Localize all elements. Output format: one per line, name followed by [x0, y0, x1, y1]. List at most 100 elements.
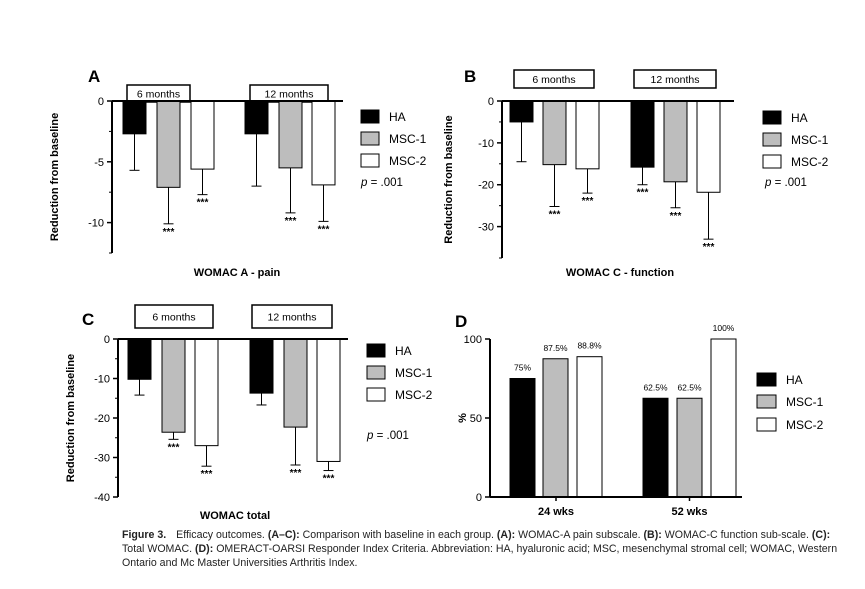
x-axis-label: WOMAC A - pain [194, 267, 281, 279]
legend-swatch-msc2 [762, 154, 782, 169]
y-tick-label: 0 [98, 96, 104, 108]
p-symbol: p [764, 177, 775, 189]
bar-msc1 [283, 338, 308, 428]
x-tick-label: 52 wks [671, 506, 707, 518]
y-tick-label: -20 [94, 413, 110, 425]
bar-msc1 [542, 100, 567, 166]
legend-swatch-msc1 [360, 131, 380, 146]
significance-mark: *** [323, 474, 335, 485]
y-tick-label: -30 [478, 222, 494, 234]
y-tick-label: -30 [94, 453, 110, 465]
group-label: 6 months [137, 89, 180, 101]
bar-ha [642, 397, 669, 498]
panel-letter: A [88, 67, 100, 86]
group-label-box [134, 304, 214, 329]
legend-swatch-msc1 [366, 365, 386, 380]
caption-figure-number: Figure 3. [122, 529, 167, 541]
y-tick-label: 0 [104, 334, 110, 346]
legend-label-msc2: MSC-2 [389, 154, 427, 168]
caption-a-label: (A): [496, 529, 516, 541]
significance-mark: *** [168, 442, 180, 453]
bar-ha [509, 378, 536, 498]
data-label: 75% [514, 363, 531, 373]
y-tick-label: -40 [94, 492, 110, 504]
x-axis-label: WOMAC C - function [566, 267, 674, 279]
legend-label-ha: HA [786, 373, 803, 387]
bar-ha [249, 338, 274, 394]
legend-swatch-msc2 [366, 387, 386, 402]
y-tick-label: -20 [478, 180, 494, 192]
group-label: 6 months [532, 74, 575, 86]
data-label: 62.5% [643, 382, 668, 392]
significance-mark: *** [703, 242, 715, 253]
group-label: 6 months [152, 312, 195, 324]
y-axis-label: % [457, 413, 469, 423]
legend-swatch-ha [360, 109, 380, 124]
data-label: 87.5% [543, 343, 568, 353]
bar-msc2 [190, 100, 215, 170]
panel-letter: D [455, 312, 467, 331]
legend-swatch-ha [762, 110, 782, 125]
p-value-text: = .001 [775, 177, 807, 189]
bar-ha [244, 100, 269, 135]
p-symbol: p [360, 177, 371, 189]
p-value: p = .001 [764, 177, 807, 189]
bar-msc1 [161, 338, 186, 433]
caption-a-text: WOMAC-A pain subscale. [518, 529, 641, 541]
bar-msc2 [575, 100, 600, 170]
y-tick-label: -10 [88, 218, 104, 230]
bar-ha [122, 100, 147, 135]
legend-swatch-msc1 [756, 394, 777, 409]
caption-b-text: WOMAC-C function sub-scale. [664, 529, 809, 541]
caption-d-label: (D): [195, 543, 214, 555]
data-label: 62.5% [677, 382, 702, 392]
y-tick-label: 100 [464, 334, 482, 346]
legend-swatch-ha [366, 343, 386, 358]
panel-d: D 75% 62.5% 87.5% 62.5% 88.8% 100% 0 50 100 24 wks… [455, 312, 824, 518]
bar-msc1 [676, 397, 703, 498]
panel-c: C 6 months 12 months *** *** *** *** 0 -10 -20 -30… [65, 304, 433, 522]
bar-msc1 [542, 358, 569, 498]
caption-d-text: OMERACT-OARSI Responder Index Criteria. … [122, 543, 838, 569]
caption-c-label: (C): [811, 529, 831, 541]
p-value-text: = .001 [371, 177, 403, 189]
caption-ac-text: Comparison with baseline in each group. [302, 529, 494, 541]
legend-label-msc2: MSC-2 [786, 418, 824, 432]
y-tick-label: 0 [488, 96, 494, 108]
panel-letter: C [82, 310, 94, 329]
legend-swatch-msc2 [360, 153, 380, 168]
group-label-box [633, 69, 717, 89]
bar-msc2 [710, 338, 737, 498]
group-label-box [513, 69, 595, 89]
bar-msc2 [311, 100, 336, 186]
x-axis-label: WOMAC total [200, 510, 270, 522]
significance-mark: *** [637, 188, 649, 199]
bar-msc1 [156, 100, 181, 188]
significance-mark: *** [318, 224, 330, 235]
legend-swatch-msc2 [756, 417, 777, 432]
significance-mark: *** [163, 227, 175, 238]
y-axis-label: Reduction from baseline [65, 354, 77, 482]
bar-ha [127, 338, 152, 380]
bar-msc1 [663, 100, 688, 183]
bar-msc1 [278, 100, 303, 169]
bar-msc2 [316, 338, 341, 462]
significance-mark: *** [670, 211, 682, 222]
y-tick-label: 50 [470, 413, 482, 425]
group-label-box [251, 304, 333, 329]
group-label: 12 months [650, 74, 699, 86]
figure-caption: Figure 3. Efficacy outcomes. (A–C): Compa… [122, 528, 844, 570]
p-value: p = .001 [366, 430, 409, 442]
legend-swatch-ha [756, 372, 777, 387]
data-label: 100% [713, 323, 735, 333]
y-axis-label: Reduction from baseline [443, 115, 455, 243]
legend-label-ha: HA [395, 344, 412, 358]
legend-label-ha: HA [791, 111, 808, 125]
data-label: 88.8% [577, 341, 602, 351]
legend-label-msc1: MSC-1 [395, 366, 433, 380]
p-value: p = .001 [360, 177, 403, 189]
caption-c-text: Total WOMAC. [122, 543, 193, 555]
y-axis-label: Reduction from baseline [49, 113, 61, 241]
legend-label-msc2: MSC-2 [791, 155, 829, 169]
legend-label-ha: HA [389, 110, 406, 124]
